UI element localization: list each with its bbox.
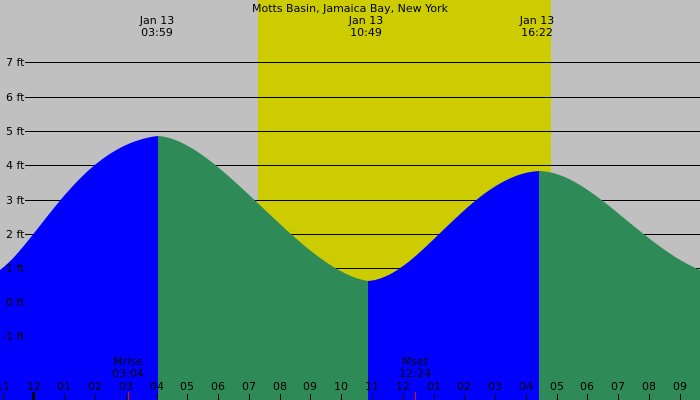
hour-label: 07: [611, 380, 625, 393]
extreme-time: 16:22: [521, 26, 553, 39]
rising-tide-area-2: [368, 171, 539, 400]
y-tick-label: 1 ft: [6, 262, 25, 275]
y-tick-label: 6 ft: [6, 91, 25, 104]
extreme-time: 03:59: [141, 26, 173, 39]
extreme-date: Jan 13: [348, 14, 383, 27]
x-axis-ticks: [3, 394, 681, 400]
hour-label: 06: [211, 380, 225, 393]
y-axis-labels: 7 ft 6 ft 5 ft 4 ft 3 ft 2 ft 1 ft 0 ft …: [2, 56, 25, 343]
hour-label: 01: [427, 380, 441, 393]
hour-label: 07: [242, 380, 256, 393]
hour-label: 01: [57, 380, 71, 393]
chart-title: Motts Basin, Jamaica Bay, New York: [252, 2, 449, 15]
hour-label: 09: [303, 380, 317, 393]
rising-tide-area-1: [0, 136, 158, 400]
extreme-date: Jan 13: [519, 14, 554, 27]
hour-label: 02: [88, 380, 102, 393]
hour-label: 12: [396, 380, 410, 393]
moonset-label: Mset: [402, 355, 429, 368]
moonrise-label: Mrise: [113, 355, 143, 368]
hour-label: 11: [365, 380, 379, 393]
hour-label: 03: [488, 380, 502, 393]
y-tick-label: -1 ft: [2, 330, 25, 343]
hour-label: 11: [0, 380, 10, 393]
hour-label: 10: [334, 380, 348, 393]
falling-tide-area-1: [158, 136, 368, 400]
hour-label: 08: [642, 380, 656, 393]
hour-label: 12: [27, 380, 41, 393]
y-tick-label: 4 ft: [6, 159, 25, 172]
midnight-marker: [32, 392, 35, 400]
y-tick-label: 2 ft: [6, 228, 25, 241]
y-tick-label: 3 ft: [6, 194, 25, 207]
x-axis-labels: 11 12 01 02 03 04 05 06 07 08 09 10 11 1…: [0, 380, 687, 393]
moonrise-time: 03:04: [112, 367, 144, 380]
hour-label: 09: [673, 380, 687, 393]
y-tick-label: 7 ft: [6, 56, 25, 69]
hour-label: 04: [150, 380, 164, 393]
y-tick-label: 5 ft: [6, 125, 25, 138]
hour-label: 05: [180, 380, 194, 393]
hour-label: 06: [580, 380, 594, 393]
falling-tide-area-2: [539, 171, 700, 400]
extreme-date: Jan 13: [139, 14, 174, 27]
hour-label: 08: [273, 380, 287, 393]
y-tick-label: 0 ft: [6, 296, 25, 309]
extreme-time: 10:49: [350, 26, 382, 39]
moonset-time: 12:24: [399, 367, 431, 380]
hour-label: 04: [519, 380, 533, 393]
hour-label: 02: [457, 380, 471, 393]
hour-label: 05: [550, 380, 564, 393]
hour-label: 03: [119, 380, 133, 393]
